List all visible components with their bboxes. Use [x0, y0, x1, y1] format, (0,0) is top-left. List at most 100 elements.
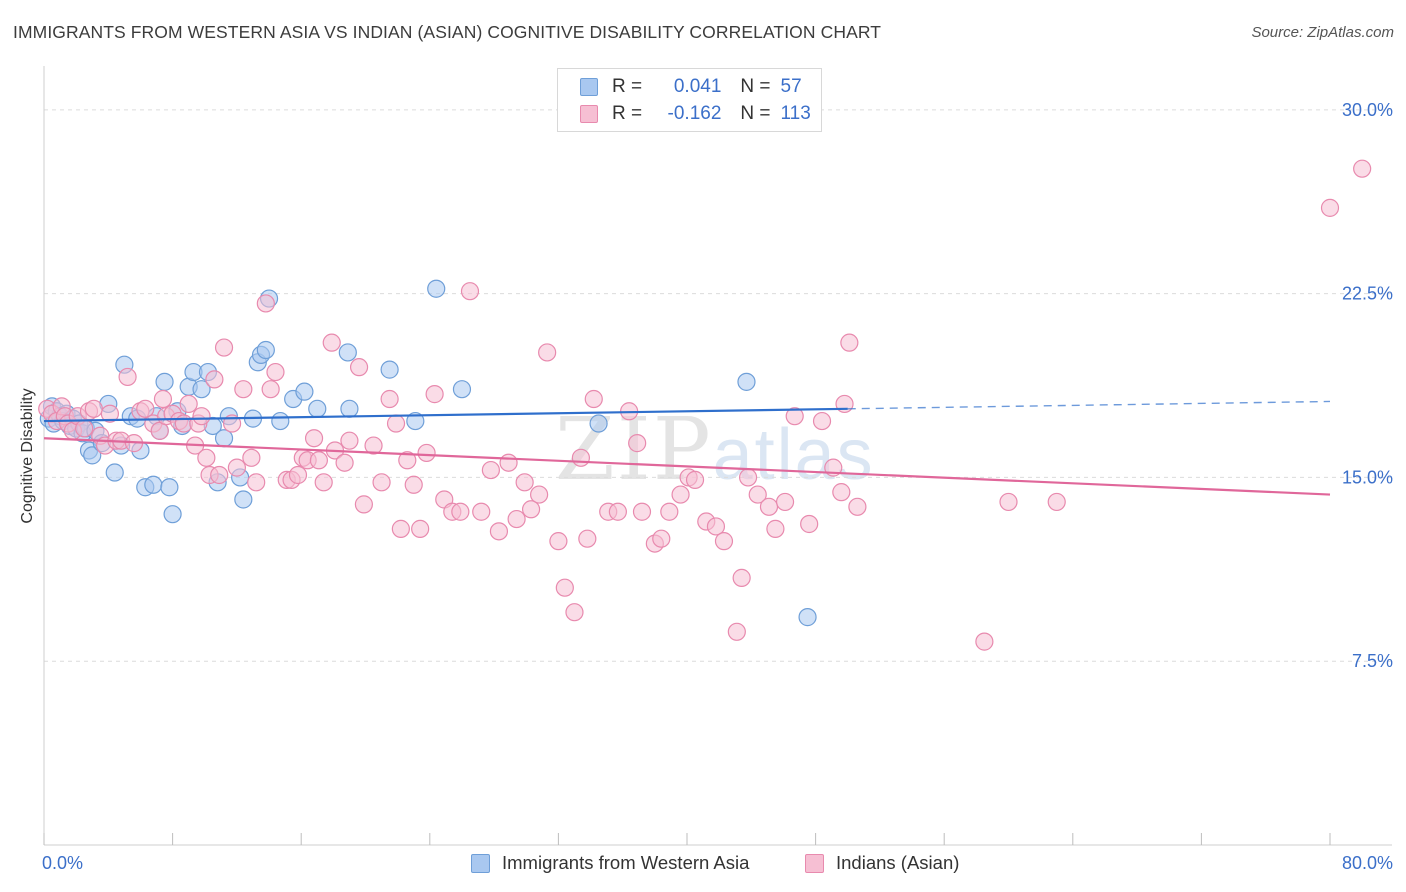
data-point — [685, 470, 705, 489]
data-point — [295, 382, 314, 401]
data-point — [192, 380, 211, 399]
data-point — [372, 473, 391, 492]
legend-swatch-blue — [471, 853, 490, 873]
data-point — [589, 414, 608, 433]
data-point — [732, 568, 751, 587]
data-point — [425, 385, 444, 404]
data-point — [652, 529, 671, 548]
data-point — [812, 411, 832, 431]
data-point — [578, 529, 597, 548]
data-point — [1353, 159, 1372, 178]
data-point — [100, 404, 120, 423]
y-tick-label: 30.0% — [1342, 100, 1393, 120]
data-point — [451, 502, 470, 521]
data-point — [234, 380, 253, 399]
data-point — [288, 465, 308, 485]
data-point — [472, 502, 491, 521]
data-point — [261, 380, 280, 399]
data-point — [975, 632, 994, 651]
data-point — [660, 502, 679, 521]
data-point — [155, 372, 174, 391]
legend-r-label: R = — [612, 76, 643, 97]
data-point — [266, 362, 285, 382]
data-point — [271, 411, 290, 431]
data-point — [349, 358, 369, 377]
data-point — [571, 448, 591, 467]
data-point — [759, 497, 779, 516]
data-point — [800, 514, 819, 534]
data-point — [515, 473, 534, 492]
trend-line-western-asia — [43, 407, 848, 423]
data-point — [608, 502, 627, 521]
legend-r-label: R = — [612, 103, 643, 124]
legend-label: Immigrants from Western Asia — [502, 852, 750, 873]
data-point — [404, 475, 423, 494]
data-point — [335, 453, 354, 472]
data-point — [83, 446, 102, 465]
tick-labels: 7.5% 15.0% 22.5% 30.0% 0.0% 80.0% — [42, 100, 1393, 873]
data-point — [227, 458, 246, 477]
data-point — [481, 460, 500, 480]
data-point — [840, 333, 859, 352]
data-point — [322, 333, 341, 352]
data-point — [499, 453, 518, 472]
legend-swatch-pink — [580, 105, 598, 123]
y-axis-label: Cognitive Disability — [19, 388, 36, 524]
data-point — [340, 399, 359, 418]
data-point — [832, 483, 851, 502]
watermark-atlas: atlas — [712, 415, 875, 495]
data-point — [555, 578, 574, 597]
data-point — [507, 509, 526, 529]
data-point — [340, 431, 359, 450]
data-point — [364, 436, 383, 455]
data-point — [380, 389, 399, 409]
data-point — [247, 473, 266, 492]
data-point — [398, 451, 417, 470]
data-point — [460, 282, 480, 301]
legend-swatch-pink — [805, 853, 824, 873]
data-point — [417, 443, 436, 463]
data-point — [256, 340, 275, 360]
legend-row-indians-asian: R = -0.162 N = 113 — [580, 101, 813, 127]
data-point — [521, 500, 541, 519]
data-point — [242, 448, 261, 467]
legend-n-label: N = — [740, 76, 771, 97]
data-point — [153, 389, 173, 409]
trend-line-western-asia-extension — [847, 400, 1331, 410]
data-point — [179, 394, 198, 414]
data-point — [411, 519, 430, 538]
series-legend: Immigrants from Western Asia Indians (As… — [0, 852, 1406, 878]
data-point — [452, 380, 472, 399]
data-point — [210, 465, 229, 485]
data-point — [214, 338, 234, 357]
legend-row-western-asia: R = 0.041 N = 57 — [580, 74, 813, 100]
data-point — [391, 519, 410, 538]
data-point — [775, 492, 795, 512]
legend-n-value: 57 — [780, 76, 802, 97]
data-point — [737, 372, 756, 391]
legend-item-western-asia[interactable]: Immigrants from Western Asia — [471, 852, 749, 874]
data-point — [999, 492, 1018, 512]
legend-item-indians-asian[interactable]: Indians (Asian) — [805, 852, 959, 874]
data-point — [338, 343, 357, 362]
data-point — [1320, 198, 1340, 217]
legend-n-label: N = — [740, 103, 771, 124]
data-point — [785, 407, 804, 426]
data-point — [256, 294, 275, 313]
data-point — [538, 343, 557, 362]
data-point — [530, 485, 549, 504]
data-point — [205, 370, 224, 389]
data-point — [163, 505, 182, 524]
source-credit: Source: ZipAtlas.com — [1251, 24, 1394, 41]
stats-legend: R = 0.041 N = 57 R = -0.162 N = 113 — [557, 68, 822, 132]
x-tick-label: 80.0% — [1342, 853, 1393, 873]
data-point — [84, 399, 103, 418]
data-point — [118, 367, 137, 387]
data-point — [406, 411, 425, 431]
data-point — [75, 419, 94, 438]
data-point — [309, 451, 328, 470]
data-point — [386, 414, 406, 433]
data-point — [192, 407, 211, 426]
data-point — [144, 475, 163, 494]
